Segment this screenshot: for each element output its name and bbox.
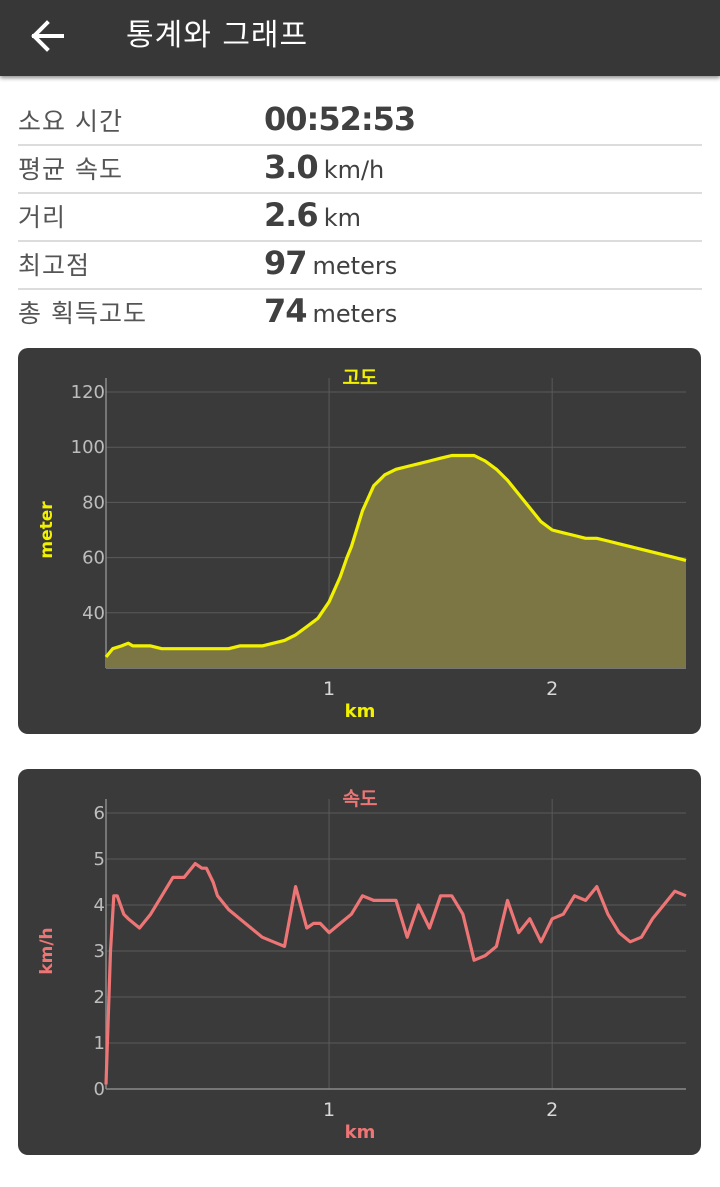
x-tick-label: 1 (323, 678, 335, 700)
page-title: 통계와 그래프 (126, 18, 309, 53)
y-tick-label: 4 (94, 895, 105, 916)
stat-label: 평균 속도 (18, 155, 123, 184)
y-tick-label: 5 (94, 849, 105, 870)
stat-label: 거리 (18, 203, 67, 232)
altitude-series-line (104, 453, 687, 659)
speed-chart: 0 1 2 3 4 5 6 1 2 속도 km km/h (37, 788, 687, 1143)
stat-unit: km (323, 204, 361, 232)
y-tick-label: 60 (82, 548, 105, 569)
stat-row-elevation-gain: 총 획득고도 74 meters (18, 290, 702, 336)
altitude-chart: 40 60 80 100 120 1 2 고도 km meter (37, 367, 687, 722)
stat-label: 소요 시간 (18, 107, 123, 136)
arrow-left-icon (31, 20, 64, 52)
y-tick-label: 0 (94, 1079, 105, 1100)
x-tick-label: 1 (323, 1099, 335, 1121)
stat-value: 74 meters (264, 292, 397, 330)
stat-row-max-altitude: 최고점 97 meters (18, 242, 702, 290)
y-tick-label: 3 (94, 941, 105, 962)
y-axis-label: meter (37, 501, 57, 559)
x-tick-label: 2 (546, 678, 558, 700)
stat-number: 00:52:53 (264, 100, 416, 138)
altitude-area-fill (106, 455, 686, 668)
back-button[interactable] (26, 14, 70, 58)
stat-row-duration: 소요 시간 00:52:53 (18, 98, 702, 146)
stats-table: 소요 시간 00:52:53 평균 속도 3.0 km/h 거리 2.6 km 최고… (18, 98, 702, 336)
altitude-chart-card: 40 60 80 100 120 1 2 고도 km meter (18, 348, 701, 734)
y-tick-label: 40 (82, 603, 105, 624)
stat-number: 3.0 (264, 148, 319, 186)
y-tick-label: 120 (71, 382, 105, 403)
stat-number: 74 (264, 292, 308, 330)
y-tick-label: 1 (94, 1033, 105, 1054)
stat-value: 2.6 km (264, 196, 361, 234)
y-tick-label: 80 (82, 492, 105, 513)
speed-chart-card: 0 1 2 3 4 5 6 1 2 속도 km km/h (18, 769, 701, 1155)
stat-value: 3.0 km/h (264, 148, 384, 186)
stat-value: 97 meters (264, 244, 397, 282)
y-tick-label: 2 (94, 987, 105, 1008)
stat-unit: meters (312, 252, 398, 280)
stat-label: 최고점 (18, 251, 91, 280)
stat-row-distance: 거리 2.6 km (18, 194, 702, 242)
stat-unit: meters (312, 300, 398, 328)
x-axis-label: km (345, 701, 376, 722)
stat-number: 2.6 (264, 196, 319, 234)
app-bar: 통계와 그래프 (0, 0, 720, 76)
y-tick-label: 6 (94, 803, 105, 824)
y-tick-label: 100 (71, 437, 105, 458)
y-axis-label: km/h (37, 927, 57, 974)
stat-number: 97 (264, 244, 308, 282)
chart-title: 고도 (343, 367, 378, 389)
stat-row-average-speed: 평균 속도 3.0 km/h (18, 146, 702, 194)
stat-unit: km/h (323, 156, 385, 184)
x-axis-label: km (345, 1122, 376, 1143)
stat-value: 00:52:53 (264, 100, 416, 138)
speed-series-line (104, 862, 687, 1085)
stat-label: 총 획득고도 (18, 299, 147, 328)
chart-title: 속도 (343, 788, 378, 810)
x-tick-label: 2 (546, 1099, 558, 1121)
